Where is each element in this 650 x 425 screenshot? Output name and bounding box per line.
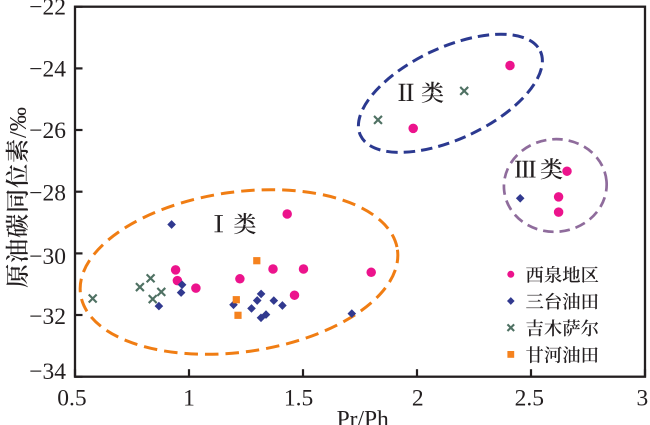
svg-text:2.5: 2.5 (515, 386, 544, 412)
svg-text:−32: −32 (29, 304, 66, 330)
svg-text:−30: −30 (29, 244, 66, 270)
svg-text:−26: −26 (29, 118, 66, 144)
svg-text:−24: −24 (29, 56, 66, 82)
svg-text:−34: −34 (29, 359, 66, 385)
svg-text:1.5: 1.5 (284, 386, 313, 412)
svg-text:−22: −22 (29, 0, 66, 21)
svg-text:3: 3 (637, 386, 649, 412)
svg-text:−28: −28 (29, 181, 66, 207)
svg-text:1: 1 (183, 386, 195, 412)
svg-text:Pr/Ph: Pr/Ph (337, 406, 389, 425)
svg-text:/‰: /‰ (5, 107, 32, 138)
svg-text:0.5: 0.5 (57, 386, 86, 412)
svg-text:2: 2 (412, 386, 424, 412)
